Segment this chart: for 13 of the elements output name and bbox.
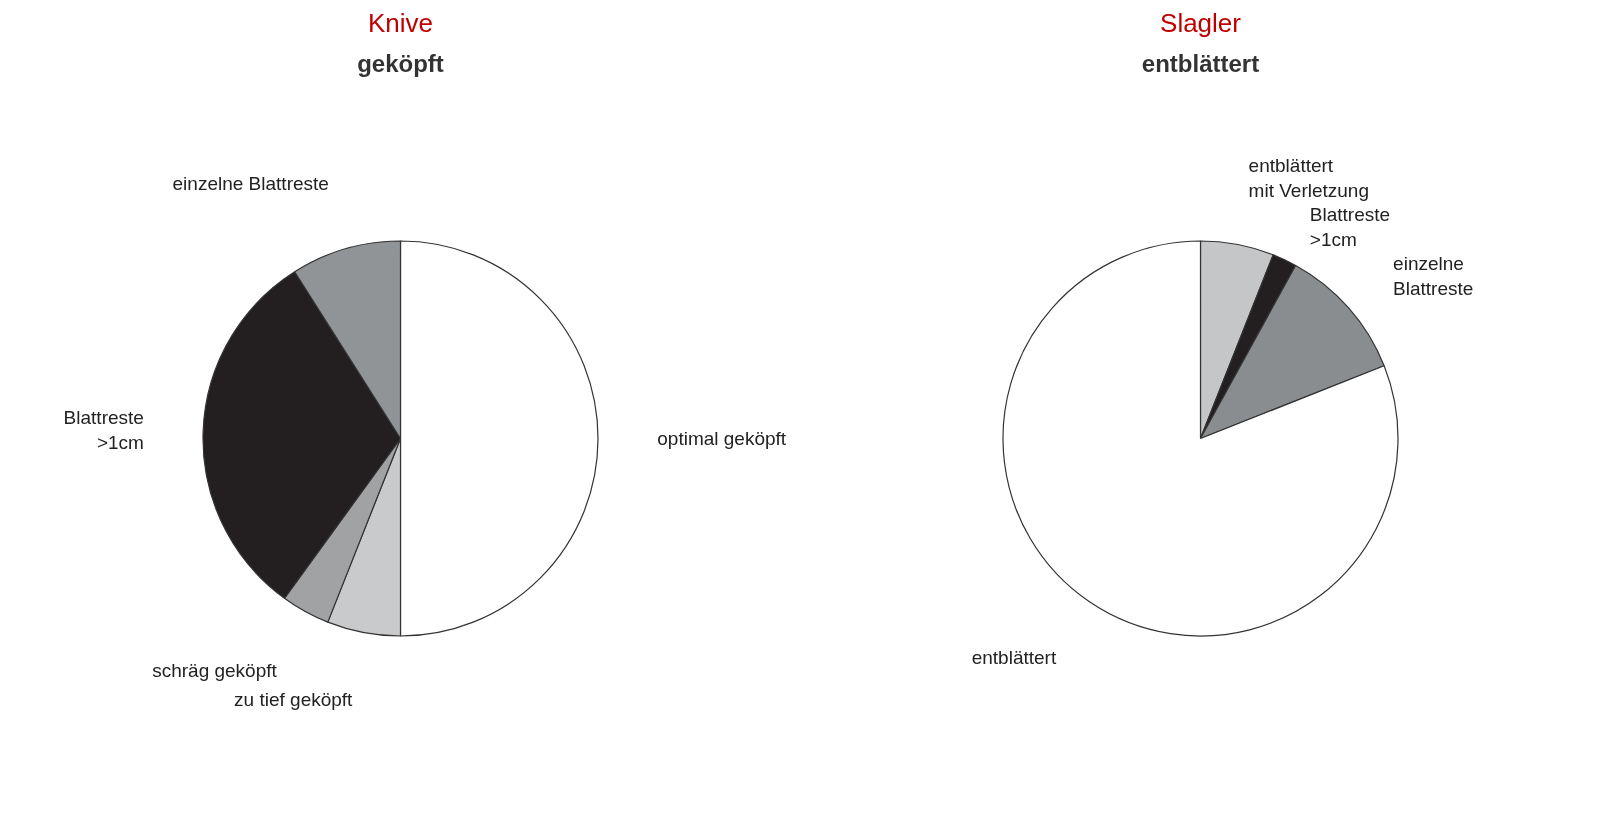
slice-label: einzelne Blattreste [1393, 252, 1474, 300]
slice-label: entblättert [971, 647, 1057, 669]
chart-subtitle: geköpft [357, 49, 444, 77]
slice-label: einzelne Blattreste [172, 173, 329, 195]
chart-subtitle: entblättert [1141, 49, 1260, 77]
slice-label: zu tief geköpft [234, 688, 354, 710]
chart-title: Knive [367, 7, 434, 38]
chart-title: Slagler [1160, 7, 1242, 38]
slice-label: Blattreste >1cm [63, 407, 144, 454]
slice-label: Blattreste >1cm [1309, 203, 1391, 251]
slice-label: optimal geköpft [657, 428, 787, 449]
slice-label: entblättert mit Verletzung [1248, 154, 1370, 202]
slice-label: schräg geköpft [152, 660, 278, 682]
